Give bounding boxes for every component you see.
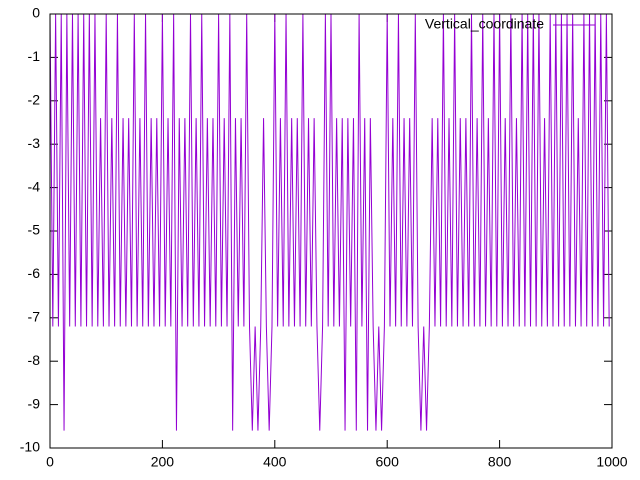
y-tick-label: -5 (28, 222, 41, 238)
x-tick-label: 600 (376, 454, 400, 470)
series-line (49, 13, 610, 431)
plot-border (49, 13, 613, 449)
y-tick-label: -6 (28, 265, 41, 281)
y-tick-label: -1 (28, 48, 41, 64)
x-tick-label: 1000 (596, 454, 627, 470)
y-tick-label: -2 (28, 92, 41, 108)
y-tick-label: -3 (28, 135, 41, 151)
x-tick-label: 800 (488, 454, 512, 470)
y-tick-label: -4 (28, 178, 41, 194)
y-tick-label: 0 (32, 5, 40, 21)
legend-label: Vertical_coordinate (425, 16, 544, 32)
y-tick-label: -9 (28, 395, 41, 411)
x-tick-label: 200 (151, 454, 175, 470)
y-tick-label: -10 (20, 439, 40, 455)
x-tick-label: 0 (46, 454, 54, 470)
y-tick-label: -8 (28, 352, 41, 368)
x-tick-label: 400 (263, 454, 287, 470)
y-tick-label: -7 (28, 309, 41, 325)
